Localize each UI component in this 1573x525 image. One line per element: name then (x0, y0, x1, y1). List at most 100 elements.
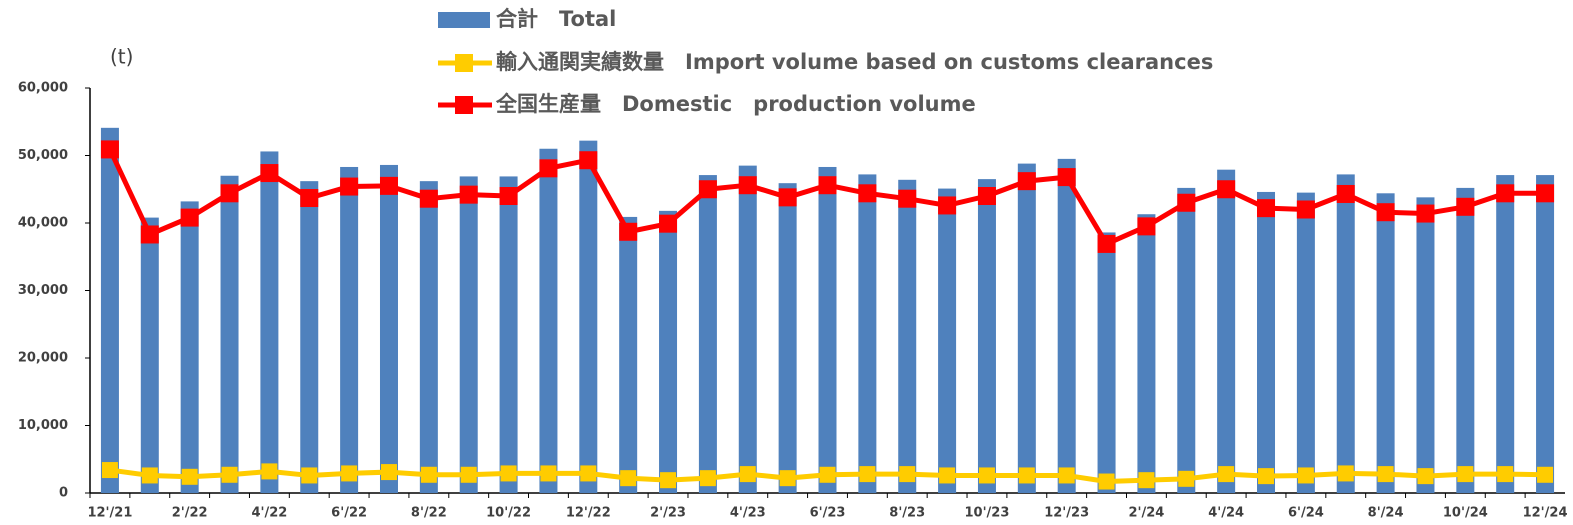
y-tick-label: 0 (59, 486, 68, 501)
bar (818, 166, 837, 493)
bar (1416, 197, 1435, 493)
marker (698, 180, 717, 199)
marker (459, 185, 478, 204)
marker (1057, 168, 1076, 187)
x-tick-label: 10'/23 (964, 506, 1009, 521)
marker (341, 465, 358, 482)
marker (1376, 203, 1395, 222)
legend-label: 合計 Total (496, 7, 616, 31)
marker (580, 465, 597, 482)
marker (1137, 217, 1156, 236)
legend-label: 全国生産量 Domestic production volume (495, 92, 976, 116)
bar (659, 210, 678, 493)
marker (181, 468, 198, 485)
x-tick-label: 2'/23 (650, 506, 686, 521)
bar (898, 179, 917, 494)
marker (261, 463, 278, 480)
x-tick-label: 8'/22 (411, 506, 447, 521)
marker (540, 465, 557, 482)
marker (1058, 467, 1075, 484)
bar (220, 175, 239, 493)
bar (579, 140, 598, 493)
bar (379, 164, 398, 493)
bar (1137, 214, 1156, 493)
marker (660, 472, 677, 489)
marker (1297, 467, 1314, 484)
bar (260, 151, 279, 493)
marker (221, 466, 238, 483)
bar (100, 127, 119, 493)
marker (858, 184, 877, 203)
marker (1497, 466, 1514, 483)
bar (340, 166, 359, 493)
bar (1097, 232, 1116, 493)
x-tick-label: 6'/22 (331, 506, 367, 521)
marker (899, 466, 916, 483)
marker (1457, 466, 1474, 483)
y-tick-label: 50,000 (18, 148, 68, 163)
x-tick-label: 2'/22 (172, 506, 208, 521)
marker (420, 466, 437, 483)
bar (419, 181, 438, 493)
bar (1336, 174, 1355, 493)
y-tick-label: 40,000 (18, 216, 68, 231)
y-tick-label: 30,000 (18, 283, 68, 298)
bar (1017, 163, 1036, 493)
x-tick-label: 2'/24 (1128, 506, 1164, 521)
marker (379, 176, 398, 195)
marker (778, 188, 797, 207)
marker (659, 214, 678, 233)
marker (1097, 234, 1116, 253)
bar (1296, 192, 1315, 493)
marker (1456, 197, 1475, 216)
marker (539, 159, 558, 178)
marker (1377, 466, 1394, 483)
bar (300, 181, 319, 493)
marker (380, 464, 397, 481)
marker (340, 177, 359, 196)
bar (1456, 187, 1475, 493)
x-tick-label: 4'/24 (1208, 506, 1244, 521)
marker (1537, 466, 1554, 483)
marker (100, 140, 119, 159)
x-tick-label: 8'/24 (1368, 506, 1404, 521)
marker (859, 466, 876, 483)
bar (698, 175, 717, 493)
marker (1017, 172, 1036, 191)
x-tick-label: 12'/24 (1523, 506, 1568, 521)
bar (1496, 175, 1515, 493)
bar (619, 216, 638, 494)
marker (1417, 468, 1434, 485)
marker (180, 208, 199, 227)
bar (1217, 169, 1236, 494)
bar (539, 148, 558, 493)
marker (500, 465, 517, 482)
bar (738, 165, 757, 493)
legend-swatch (455, 54, 473, 72)
marker (1536, 184, 1555, 203)
bar (140, 217, 159, 493)
marker (939, 467, 956, 484)
marker (977, 187, 996, 205)
bar (1257, 191, 1276, 493)
marker (619, 222, 638, 241)
x-tick-label: 6'/23 (810, 506, 846, 521)
bar (858, 174, 877, 493)
marker (819, 466, 836, 483)
marker (419, 189, 438, 208)
marker (978, 467, 995, 484)
marker (1257, 199, 1276, 218)
marker (1138, 472, 1155, 489)
bar (459, 176, 478, 494)
marker (260, 164, 279, 183)
marker (1098, 473, 1115, 490)
marker (300, 189, 319, 208)
x-tick-label: 12'/21 (87, 506, 132, 521)
bar (1177, 187, 1196, 493)
marker (220, 184, 239, 203)
marker (579, 151, 598, 170)
bar (938, 188, 957, 493)
y-tick-label: 60,000 (18, 81, 68, 96)
bar (1536, 175, 1555, 493)
